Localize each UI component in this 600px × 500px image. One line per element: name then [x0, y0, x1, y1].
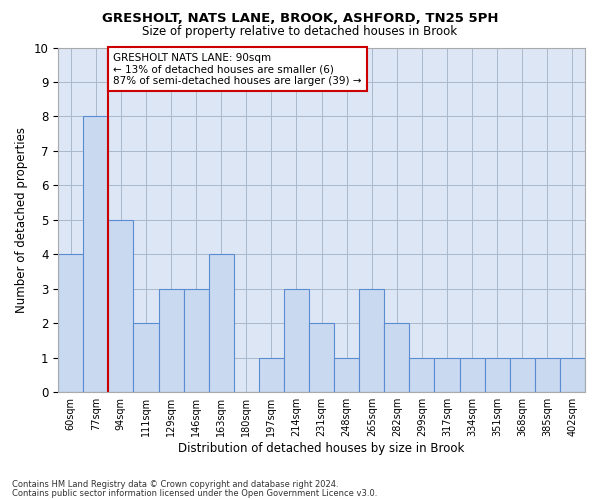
Bar	[133, 324, 158, 392]
Bar	[560, 358, 585, 392]
Bar	[209, 254, 234, 392]
Bar	[58, 254, 83, 392]
Bar	[184, 289, 209, 392]
Bar	[485, 358, 510, 392]
Bar	[83, 116, 109, 392]
Bar	[109, 220, 133, 392]
Text: GRESHOLT, NATS LANE, BROOK, ASHFORD, TN25 5PH: GRESHOLT, NATS LANE, BROOK, ASHFORD, TN2…	[102, 12, 498, 26]
Bar	[460, 358, 485, 392]
Bar	[309, 324, 334, 392]
Text: Contains HM Land Registry data © Crown copyright and database right 2024.: Contains HM Land Registry data © Crown c…	[12, 480, 338, 489]
Text: Size of property relative to detached houses in Brook: Size of property relative to detached ho…	[142, 25, 458, 38]
Bar	[359, 289, 384, 392]
Bar	[284, 289, 309, 392]
Bar	[434, 358, 460, 392]
Text: Contains public sector information licensed under the Open Government Licence v3: Contains public sector information licen…	[12, 488, 377, 498]
Bar	[158, 289, 184, 392]
Bar	[384, 324, 409, 392]
Bar	[409, 358, 434, 392]
Text: GRESHOLT NATS LANE: 90sqm
← 13% of detached houses are smaller (6)
87% of semi-d: GRESHOLT NATS LANE: 90sqm ← 13% of detac…	[113, 52, 362, 86]
Bar	[510, 358, 535, 392]
Y-axis label: Number of detached properties: Number of detached properties	[15, 127, 28, 313]
Bar	[259, 358, 284, 392]
X-axis label: Distribution of detached houses by size in Brook: Distribution of detached houses by size …	[178, 442, 465, 455]
Bar	[535, 358, 560, 392]
Bar	[334, 358, 359, 392]
